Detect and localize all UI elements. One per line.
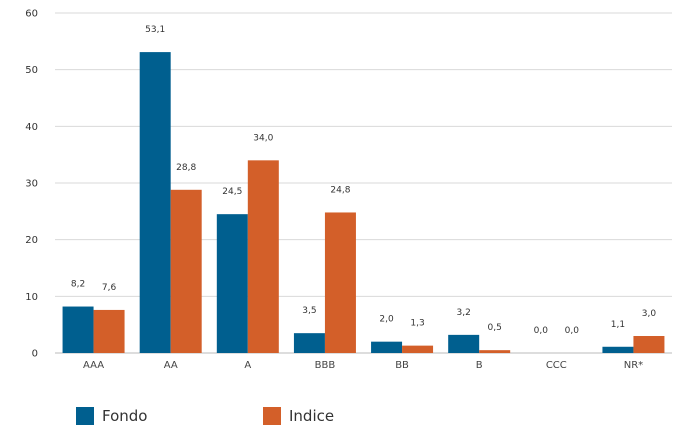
y-axis-ticks: 0 10 20 30 40 50 60 (25, 9, 38, 360)
bar-indice (170, 189, 202, 353)
data-label-indice: 3,0 (642, 309, 657, 319)
x-category-label: NR* (624, 360, 643, 371)
legend-swatch-fondo (76, 407, 94, 425)
y-tick-label: 50 (25, 65, 38, 76)
data-label-fondo: 53,1 (145, 25, 165, 35)
bar-indice (93, 309, 125, 353)
y-tick-label: 60 (25, 9, 38, 20)
y-tick-label: 20 (25, 235, 38, 246)
x-category-label: AA (164, 360, 178, 371)
bar-indice (633, 336, 665, 353)
bar-fondo (216, 214, 248, 353)
legend-label-indice: Indice (289, 407, 335, 425)
bar-indice (324, 212, 356, 353)
legend-item-indice: Indice (263, 405, 334, 427)
x-category-label: BBB (315, 360, 336, 371)
data-label-indice: 34,0 (253, 133, 273, 143)
x-category-label: CCC (546, 360, 567, 371)
x-category-label: BB (395, 360, 409, 371)
y-tick-label: 10 (25, 292, 38, 303)
data-label-fondo: 3,2 (457, 308, 471, 318)
x-category-label: AAA (83, 360, 104, 371)
data-label-fondo: 2,0 (379, 315, 394, 325)
bar-fondo (139, 52, 171, 353)
data-label-fondo: 24,5 (222, 187, 242, 197)
y-tick-label: 30 (25, 179, 38, 190)
bar-indice (479, 350, 511, 353)
x-category-label: A (244, 360, 251, 371)
y-tick-label: 40 (25, 122, 38, 133)
data-label-fondo: 3,5 (302, 306, 316, 316)
bar-fondo (293, 333, 325, 353)
bar-fondo (602, 346, 634, 353)
data-label-indice: 24,8 (330, 185, 350, 195)
data-label-indice: 7,6 (102, 283, 117, 293)
x-axis-categories: AAA AA A BBB BB B CCC NR* (83, 360, 643, 371)
legend-label-fondo: Fondo (102, 407, 148, 425)
data-label-indice: 1,3 (410, 319, 424, 329)
data-labels: 8,2 7,6 53,1 28,8 24,5 34,0 3,5 24,8 2,0 1,3 3,2 0,… (71, 25, 656, 336)
legend-item-fondo: Fondo (76, 405, 147, 427)
x-category-label: B (476, 360, 483, 371)
data-label-fondo: 0,0 (534, 326, 549, 336)
bar-fondo (448, 334, 480, 353)
data-label-fondo: 8,2 (71, 280, 85, 290)
data-label-indice: 28,8 (176, 163, 196, 173)
bar-fondo (371, 341, 403, 353)
bar-indice (247, 160, 279, 353)
bars (62, 52, 665, 353)
data-label-fondo: 1,1 (611, 320, 625, 330)
data-label-indice: 0,5 (488, 323, 502, 333)
legend-swatch-indice (263, 407, 281, 425)
bar-fondo (62, 306, 94, 353)
data-label-indice: 0,0 (565, 326, 580, 336)
bar-indice (402, 345, 434, 353)
y-tick-label: 0 (32, 349, 38, 360)
